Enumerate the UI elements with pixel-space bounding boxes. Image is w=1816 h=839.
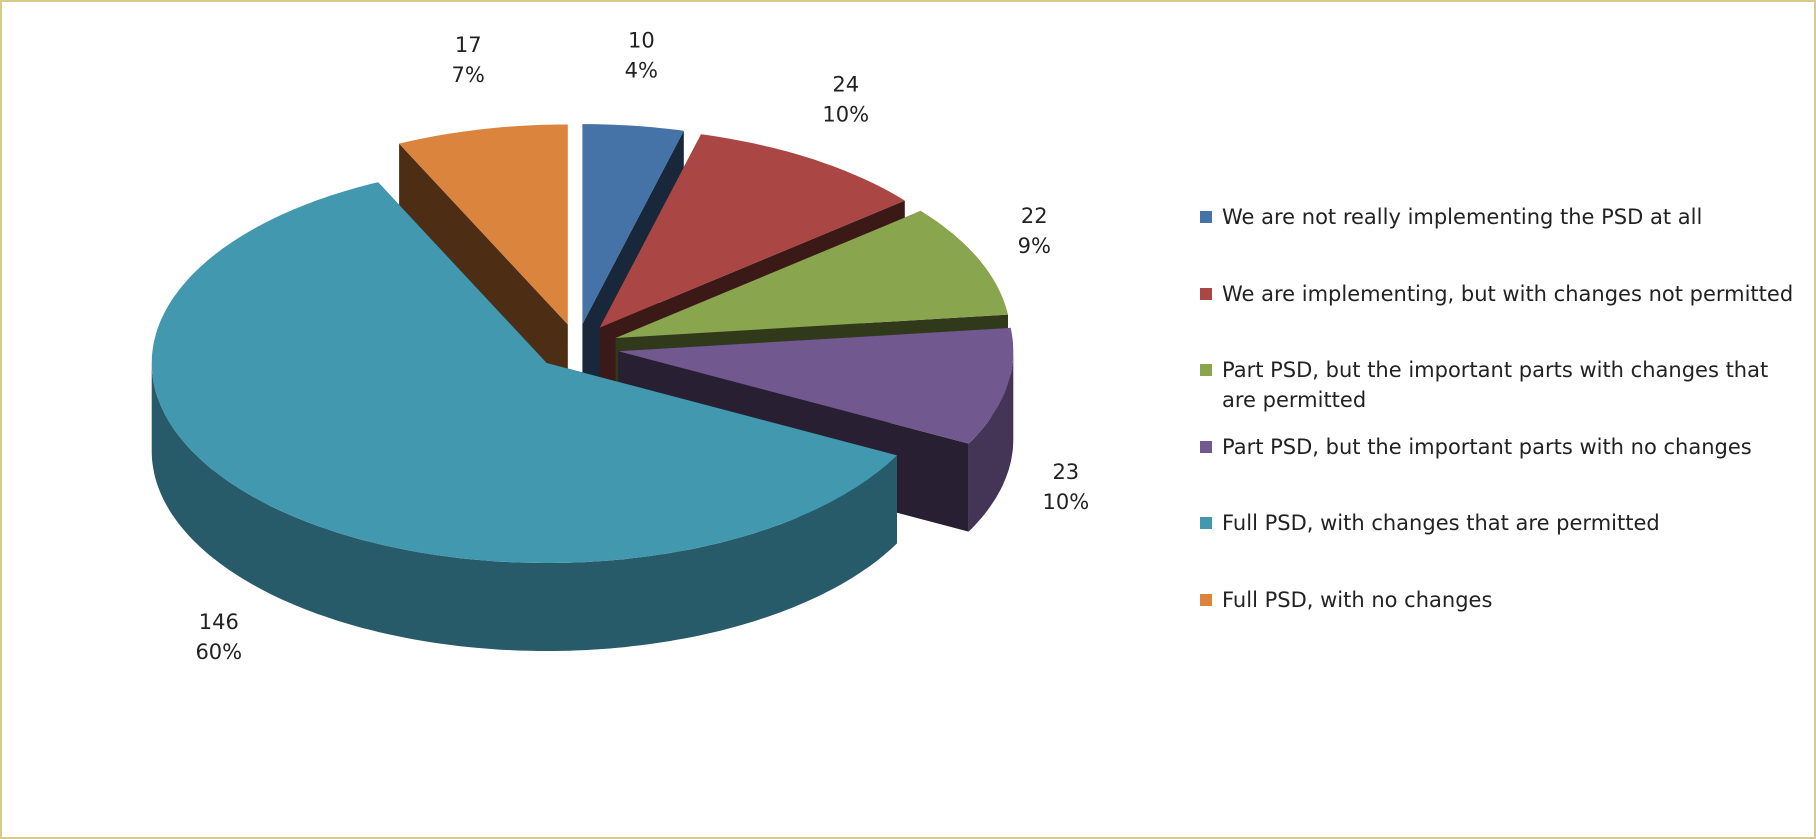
legend-label: We are implementing, but with changes no… [1222,281,1794,306]
slice [399,124,568,325]
legend-label: Full PSD, with changes that are permitte… [1222,511,1660,535]
data-label: 23 [1052,460,1079,484]
legend-swatch [1200,593,1212,606]
data-label: 24 [832,72,859,96]
legend-item: Part PSD, but the important parts with c… [1200,355,1800,432]
slice [151,182,897,563]
legend: We are not really implementing the PSD a… [1200,202,1800,661]
legend-item: We are implementing, but with changes no… [1200,279,1800,356]
slice-tops [151,124,1014,563]
data-label: 146 [199,610,239,634]
data-label: 10% [1042,490,1089,514]
legend-swatch [1200,287,1212,300]
legend-item: We are not really implementing the PSD a… [1200,202,1800,279]
legend-label: Full PSD, with no changes [1222,587,1493,612]
legend-label: Part PSD, but the important parts with c… [1222,358,1769,412]
data-label: 17 [455,33,482,57]
slice [618,327,1014,444]
slice [582,124,684,325]
slice-side [968,351,1014,532]
legend-item: Full PSD, with no changes [1200,585,1800,662]
data-label: 22 [1021,204,1048,228]
slice [615,210,1008,338]
data-label: 7% [452,63,485,87]
legend-label: We are not really implementing the PSD a… [1222,205,1703,229]
legend-item: Full PSD, with changes that are permitte… [1200,508,1800,585]
legend-swatch [1200,440,1212,453]
data-label: 60% [195,640,242,664]
legend-swatch [1200,211,1212,223]
data-label: 10 [628,28,655,52]
slice [599,134,905,328]
legend-label: Part PSD, but the important parts with n… [1222,434,1752,459]
legend-item: Part PSD, but the important parts with n… [1200,432,1800,509]
data-label: 4% [625,58,658,82]
legend-swatch [1200,517,1212,529]
legend-swatch [1200,364,1212,376]
data-label: 10% [822,102,869,126]
data-label: 9% [1018,234,1051,258]
chart: 10 4% 24 10% 22 9% 23 10% 146 60% 17 7% [151,28,1089,664]
slice-side [151,363,897,651]
